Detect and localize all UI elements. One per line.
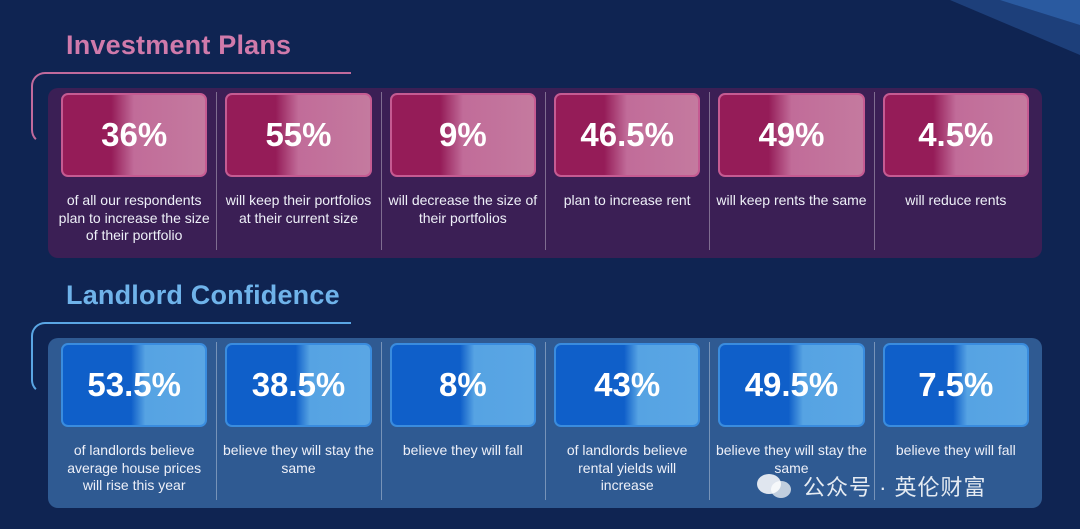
stat-value: 55% bbox=[265, 116, 332, 153]
stat-card: 53.5% of landlords believe average house… bbox=[52, 338, 216, 508]
stat-tile: 36% bbox=[61, 93, 208, 177]
stat-value: 49.5% bbox=[744, 366, 839, 403]
stat-card: 55% will keep their portfolios at their … bbox=[216, 88, 380, 258]
corner-decoration-inner bbox=[1000, 0, 1080, 25]
stat-tile: 8% bbox=[389, 343, 536, 427]
stat-value: 8% bbox=[438, 366, 487, 403]
stat-value: 4.5% bbox=[918, 116, 994, 153]
stat-tile: 9% bbox=[389, 93, 536, 177]
stat-value: 46.5% bbox=[580, 116, 674, 153]
stat-card: 8% believe they will fall bbox=[380, 338, 545, 508]
stat-card: 4.5% will reduce rents bbox=[873, 88, 1038, 258]
stat-value: 7.5% bbox=[918, 366, 994, 403]
stat-description: will decrease the size of their portfoli… bbox=[388, 192, 538, 226]
stat-value: 36% bbox=[101, 116, 168, 153]
stat-value: 38.5% bbox=[251, 366, 346, 403]
stat-description: believe they will stay the same bbox=[223, 442, 374, 476]
stat-card: 46.5% plan to increase rent bbox=[544, 88, 709, 258]
stat-description: believe they will stay the same bbox=[715, 442, 867, 476]
stat-tile: 49.5% bbox=[718, 343, 865, 427]
stat-description: will reduce rents bbox=[905, 192, 1007, 208]
stat-tile: 38.5% bbox=[225, 343, 372, 427]
stat-tile: 55% bbox=[225, 93, 372, 177]
stat-description: believe they will fall bbox=[895, 442, 1016, 458]
stat-value: 53.5% bbox=[87, 366, 181, 403]
stat-value: 9% bbox=[438, 116, 487, 153]
stat-description: of landlords believe average house price… bbox=[67, 442, 202, 493]
stat-tile: 49% bbox=[718, 93, 865, 177]
landlord-confidence-panel: 53.5% of landlords believe average house… bbox=[48, 338, 1042, 508]
stat-description: will keep rents the same bbox=[716, 192, 867, 208]
confidence-bracket bbox=[31, 322, 351, 394]
landlord-confidence-title: Landlord Confidence bbox=[66, 280, 340, 310]
investment-bracket bbox=[31, 72, 351, 144]
stat-description: believe they will fall bbox=[402, 442, 523, 458]
stat-value: 43% bbox=[594, 366, 661, 403]
stat-tile: 53.5% bbox=[61, 343, 208, 427]
stat-card: 9% will decrease the size of their portf… bbox=[380, 88, 545, 258]
stat-tile: 46.5% bbox=[553, 93, 701, 177]
stat-description: of landlords believe rental yields will … bbox=[566, 442, 688, 493]
stat-card: 49% will keep rents the same bbox=[709, 88, 873, 258]
stat-tile: 4.5% bbox=[882, 93, 1029, 177]
stat-card: 38.5% believe they will stay the same bbox=[216, 338, 380, 508]
watermark: 公众号 · 英伦财富 bbox=[757, 470, 987, 502]
stat-value: 49% bbox=[758, 116, 825, 153]
stat-tile: 43% bbox=[553, 343, 701, 427]
stat-card: 49.5% believe they will stay the same bbox=[709, 338, 873, 508]
stat-tile: 7.5% bbox=[882, 343, 1029, 427]
watermark-text: 公众号 · 英伦财富 bbox=[803, 475, 987, 500]
stat-description: plan to increase rent bbox=[563, 192, 691, 208]
investment-plans-title: Investment Plans bbox=[66, 30, 292, 60]
wechat-icon bbox=[757, 472, 793, 500]
investment-plans-panel: 36% of all our respondents plan to incre… bbox=[48, 88, 1042, 258]
stat-description: of all our respondents plan to increase … bbox=[58, 192, 210, 243]
stat-card: 36% of all our respondents plan to incre… bbox=[52, 88, 216, 258]
stat-card: 43% of landlords believe rental yields w… bbox=[544, 338, 709, 508]
stat-card: 7.5% believe they will fall bbox=[873, 338, 1038, 508]
stat-description: will keep their portfolios at their curr… bbox=[225, 192, 372, 226]
